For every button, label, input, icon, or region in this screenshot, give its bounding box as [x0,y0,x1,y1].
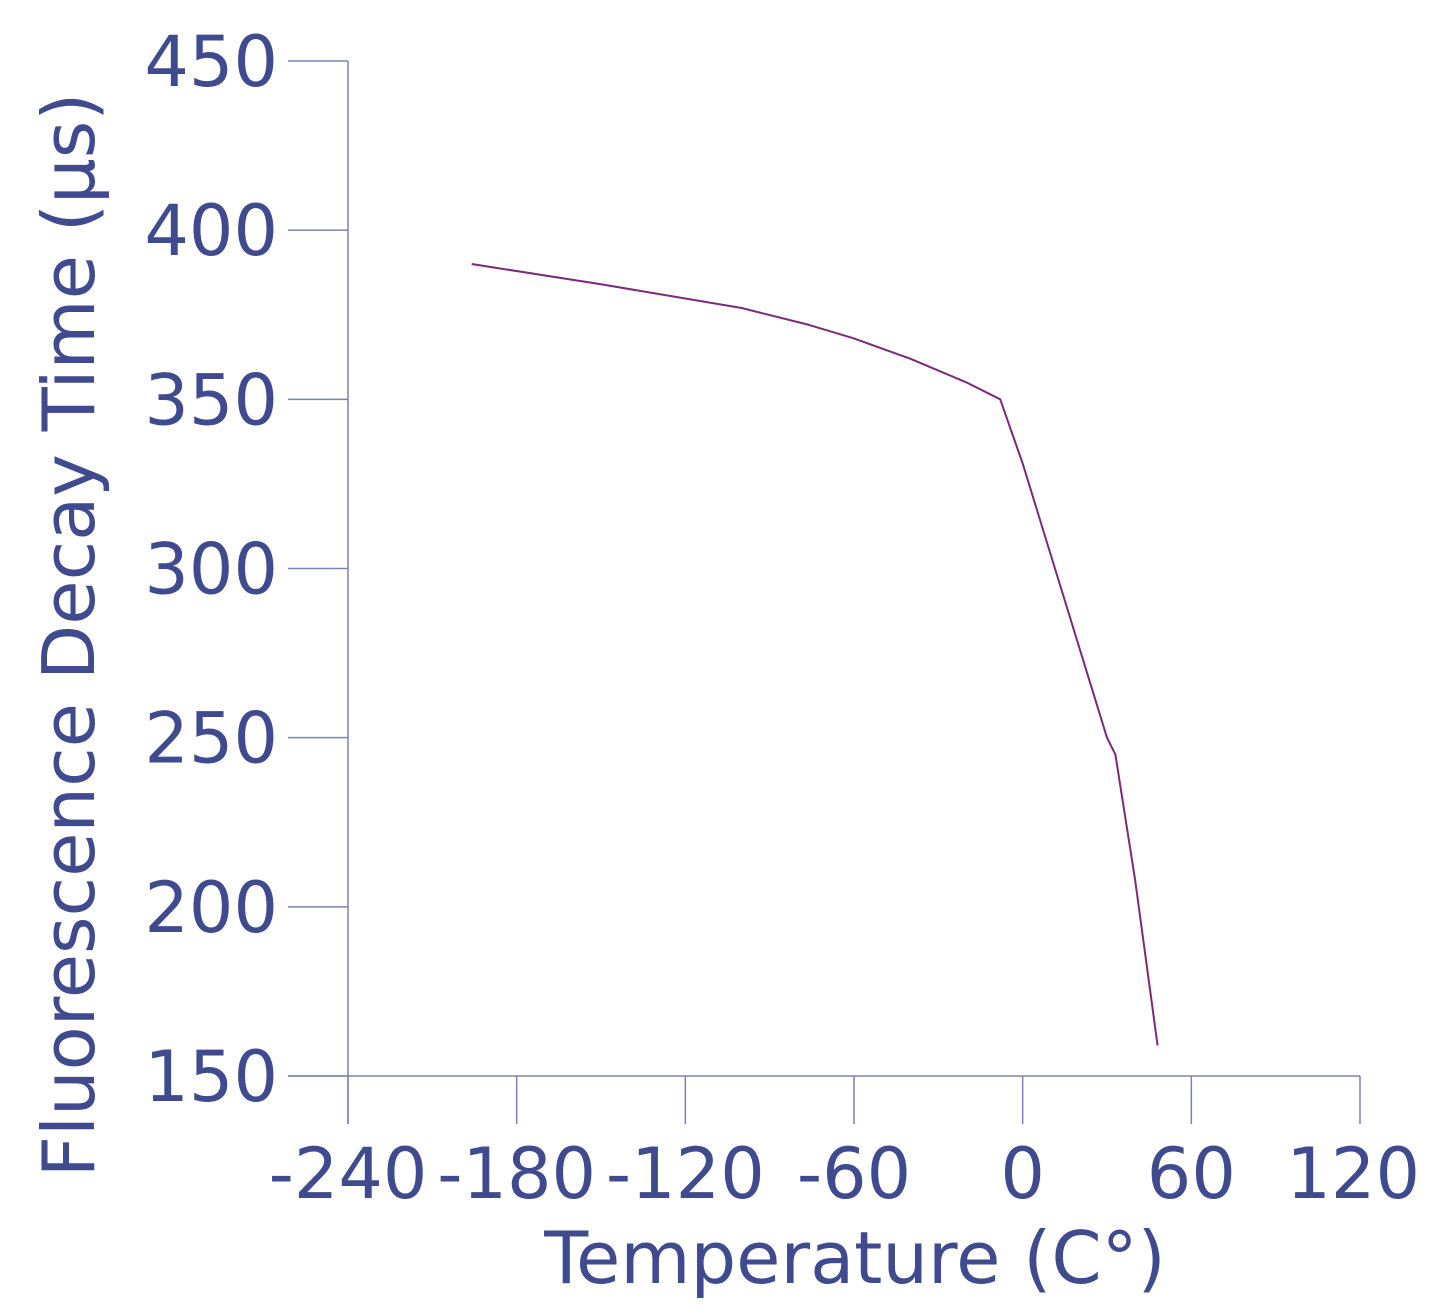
y-tick-label: 300 [144,529,278,611]
axes [288,60,1361,1124]
series-line [471,263,1159,1046]
y-tick-label: 150 [144,1036,278,1118]
y-tick-label: 250 [144,698,278,780]
x-tick-label: -60 [797,1133,911,1215]
y-tick-label: 350 [144,359,278,441]
x-tick-label: -180 [437,1133,596,1215]
y-tick-label: 200 [144,867,278,949]
x-tick-label: -240 [269,1133,428,1215]
x-tick-label: -120 [606,1133,765,1215]
x-axis-title: Temperature (C°) [543,1216,1165,1300]
x-tick-label: 120 [1286,1133,1420,1215]
series-lines [471,263,1159,1046]
y-tick-label: 400 [144,190,278,272]
tick-labels: 150 200 250 300 350 400 450 -240 -180 -120 -60 0 60 1… [144,21,1420,1215]
x-tick-label: 60 [1147,1133,1236,1215]
y-tick-label: 450 [144,21,278,103]
x-tick-label: 0 [1000,1133,1045,1215]
y-axis-title: Fluorescence Decay Time (µs) [27,93,111,1178]
